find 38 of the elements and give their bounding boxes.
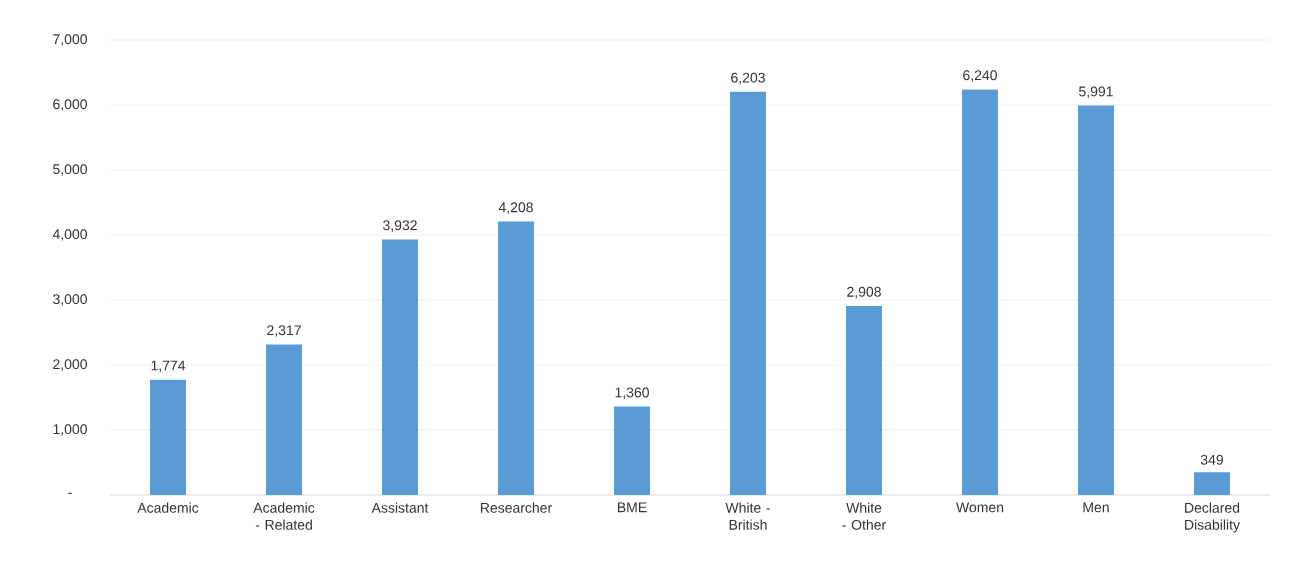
bar (498, 221, 534, 495)
bar (150, 379, 187, 495)
bar (614, 406, 650, 495)
data-label: 5,991 (1079, 86, 1113, 99)
y-tick-label: 7,000 (53, 34, 87, 46)
y-tick-label: 3,000 (53, 294, 87, 306)
y-tick-label: 2,000 (53, 359, 87, 371)
y-tick-label: 1,000 (53, 424, 87, 436)
bar (382, 239, 419, 495)
bar (845, 305, 882, 495)
bar (729, 91, 766, 495)
x-tick-label: Men (1083, 502, 1109, 513)
x-tick-label: Researcher (480, 502, 552, 513)
y-tick-label: 6,000 (53, 99, 87, 111)
data-label: 4,208 (498, 202, 533, 214)
x-tick-label: Academic - Related (253, 502, 315, 530)
y-tick-label: 4,000 (52, 229, 87, 241)
data-label: 2,317 (267, 325, 301, 337)
y-tick-label: - (68, 492, 72, 494)
data-label: 6,203 (731, 72, 765, 85)
x-tick-label: BME (617, 502, 647, 513)
y-tick-label: 5,000 (53, 164, 87, 176)
data-label: 6,240 (963, 70, 997, 82)
data-label: 3,932 (383, 220, 417, 232)
x-tick-label: Academic (137, 502, 199, 513)
data-label: 1,360 (615, 387, 649, 400)
bar (1193, 472, 1230, 495)
x-tick-label: Women (956, 502, 1004, 513)
bar (1077, 105, 1114, 495)
bar (961, 89, 998, 495)
data-label: 1,774 (151, 360, 186, 373)
x-tick-label: White - Other (842, 502, 886, 530)
x-tick-label: Declared Disability (1185, 502, 1240, 533)
bar (266, 344, 303, 495)
x-tick-label: Assistant (371, 502, 429, 513)
data-label: 2,908 (847, 286, 881, 299)
x-tick-label: White - British (725, 502, 770, 530)
data-label: 349 (1200, 454, 1223, 465)
